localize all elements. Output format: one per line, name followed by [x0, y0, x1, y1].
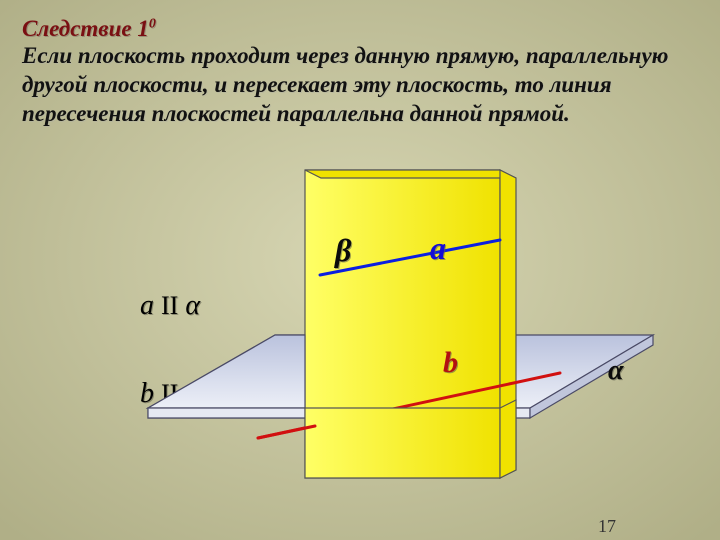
- planes-diagram: [0, 0, 720, 540]
- page-number: 17: [598, 516, 616, 537]
- plane-beta-top-edge: [305, 170, 516, 178]
- label-beta: β: [335, 232, 351, 269]
- plane-beta-below-alpha-side: [500, 400, 516, 478]
- label-b: b: [443, 346, 458, 380]
- plane-alpha-front-wedge-side: [148, 408, 305, 418]
- label-alpha: α: [608, 355, 624, 387]
- plane-alpha-front-wedge: [148, 335, 305, 408]
- label-a: a: [430, 230, 446, 267]
- plane-beta-below-alpha: [305, 408, 500, 478]
- slide: Следствие 10 Если плоскость проходит чер…: [0, 0, 720, 540]
